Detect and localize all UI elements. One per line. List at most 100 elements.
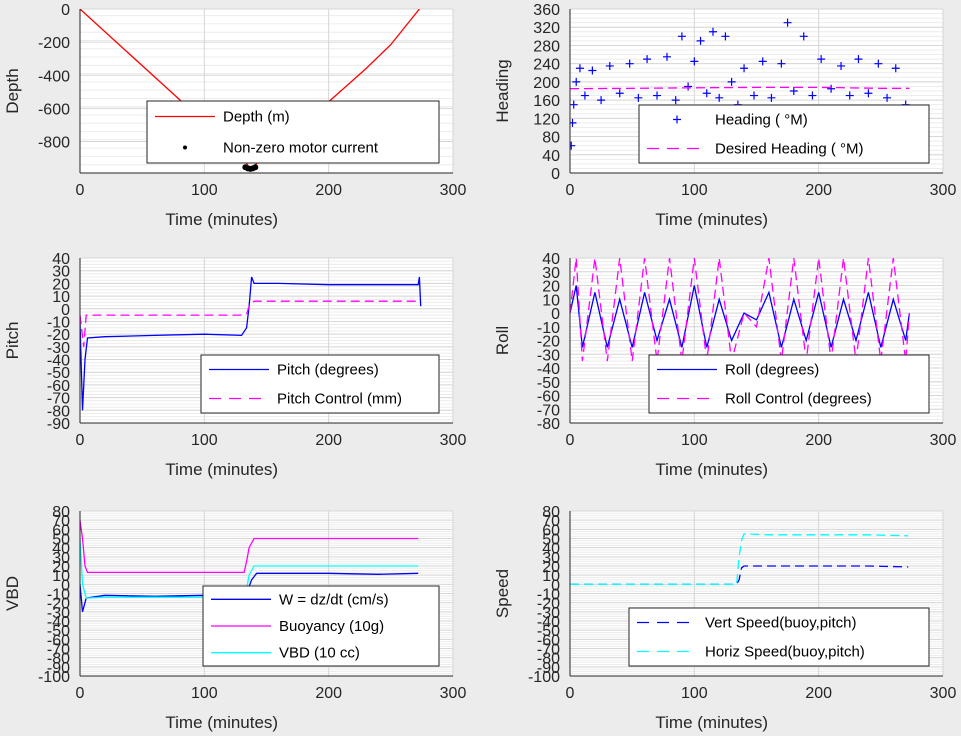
series-line-0 [570,285,911,348]
data-point [702,89,711,98]
x-axis-label: Time (minutes) [655,210,768,229]
y-tick-label: 20 [52,276,70,293]
x-tick-label: 200 [805,182,832,199]
data-point [662,52,671,61]
y-tick-label: 200 [533,75,560,92]
data-point [721,32,730,41]
y-tick-label: -70 [47,642,70,659]
data-point [837,61,846,70]
data-point [588,66,597,75]
y-tick-label: 120 [533,111,560,128]
y-tick-label: 0 [61,2,70,19]
y-tick-label: -60 [537,632,560,649]
y-tick-label: -400 [38,68,70,85]
data-point [677,32,686,41]
y-tick-label: 320 [533,20,560,37]
y-tick-label: 20 [542,279,560,296]
y-tick-label: -20 [47,596,70,613]
y-tick-label: -40 [47,353,70,370]
y-tick-label: 240 [533,57,560,74]
legend-box [628,607,930,667]
legend-label: Vert Speed(buoy,pitch) [705,615,856,632]
data-point [653,91,662,100]
data-point [625,59,634,68]
y-tick-label: -40 [537,614,560,631]
y-tick-label: 0 [551,166,560,183]
y-tick-label: 10 [542,568,560,585]
y-tick-label: 0 [551,577,560,594]
y-tick-label: 80 [542,504,560,521]
series-line-1 [570,258,911,362]
y-tick-label: 0 [551,306,560,323]
data-point [605,61,614,70]
y-tick-label: 40 [542,251,560,268]
y-tick-label: 80 [542,130,560,147]
y-tick-label: -40 [537,361,560,378]
y-tick-label: 70 [52,513,70,530]
data-point [767,93,776,102]
data-point [684,82,693,91]
legend: Heading ( °M) Desired Heading ( °M) [638,104,930,164]
y-tick-label: 60 [52,522,70,539]
y-tick-label: -60 [47,378,70,395]
y-tick-label: -80 [47,403,70,420]
y-tick-label: -10 [47,314,70,331]
legend-swatch [673,115,681,124]
x-tick-label: 200 [315,685,342,702]
y-tick-label: 80 [52,504,70,521]
data-point [883,93,892,102]
y-tick-label: 360 [533,2,560,19]
y-tick-label: -10 [537,587,560,604]
x-tick-label: 100 [681,685,708,702]
data-point [252,164,259,171]
y-tick-label: -30 [537,605,560,622]
x-tick-label: 300 [930,432,957,449]
y-tick-label: -50 [47,365,70,382]
data-point [864,89,873,98]
legend-box [648,354,930,414]
legend-label: Roll (degrees) [725,362,819,379]
y-tick-label: -30 [47,605,70,622]
series-group [80,9,420,172]
data-point [817,55,826,64]
series-line-1 [80,520,419,574]
x-tick-label: 100 [191,432,218,449]
series-group [80,276,422,411]
y-tick-label: -70 [47,391,70,408]
x-tick-label: 200 [315,182,342,199]
series-line-0 [80,276,422,411]
legend-label: W = dz/dt (cm/s) [279,591,389,608]
y-tick-label: -90 [47,416,70,433]
series-group [570,18,910,150]
y-tick-label: 160 [533,93,560,110]
legend-box [638,104,930,164]
data-point [854,55,863,64]
chart-vbd: 0 100 200 30080706050403020100-10-20-30-40-… [3,504,466,732]
series-line-0 [570,565,909,585]
x-tick-label: 300 [930,182,957,199]
y-tick-label: -100 [38,669,70,686]
x-tick-label: 0 [76,182,85,199]
y-axis-label: VBD [3,576,22,611]
y-tick-label: -50 [537,623,560,640]
y-tick-label: -600 [38,101,70,118]
y-tick-label: 0 [61,577,70,594]
data-point [758,57,767,66]
data-point [570,141,576,150]
data-point [799,32,808,41]
legend-label: Horiz Speed(buoy,pitch) [705,644,865,661]
x-tick-label: 100 [191,182,218,199]
data-point [715,93,724,102]
legend: Roll (degrees) Roll Control (degrees) [648,354,930,414]
chart-roll: 0 100 200 300403020100-10-20-30-40-50-60-70… [493,251,956,479]
data-point [671,96,680,105]
data-point [643,55,652,64]
data-point [789,87,798,95]
y-tick-label: -80 [47,651,70,668]
data-point [580,91,589,100]
series-line-1 [80,300,420,347]
legend-label: VBD (10 cc) [279,645,360,662]
y-tick-label: -200 [38,35,70,52]
legend-label: Pitch Control (mm) [277,391,402,408]
